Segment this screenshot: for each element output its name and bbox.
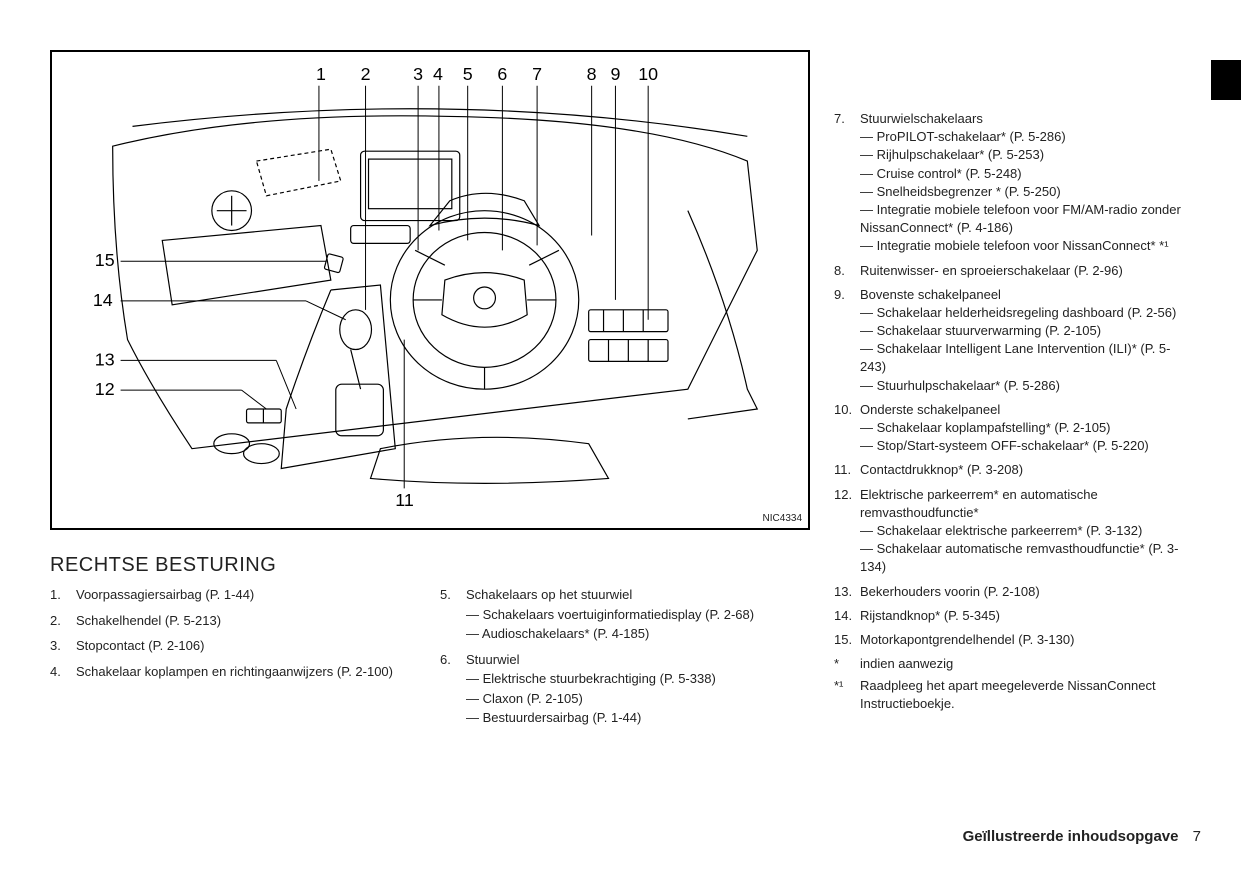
callout-4: 4	[433, 64, 443, 84]
item-num: 6.	[440, 650, 466, 728]
callout-9: 9	[610, 64, 620, 84]
item-sub: — Schakelaar elektrische parkeerrem* (P.…	[860, 522, 1194, 540]
item-sub: — Claxon (P. 2-105)	[466, 689, 810, 709]
item-sub: — Stop/Start-systeem OFF-schakelaar* (P.…	[860, 437, 1194, 455]
item-text: Voorpassagiersairbag (P. 1-44)	[76, 585, 420, 605]
item-num: 3.	[50, 636, 76, 656]
item-num: 15.	[834, 631, 860, 649]
item-num: 7.	[834, 110, 860, 256]
item-num: 12.	[834, 486, 860, 577]
footer-title: Geïllustreerde inhoudsopgave	[963, 828, 1179, 845]
item-sub: — Snelheidsbegrenzer * (P. 5-250)	[860, 183, 1194, 201]
item-num: 4.	[50, 662, 76, 682]
item-text: Stopcontact (P. 2-106)	[76, 636, 420, 656]
item-text: Bekerhouders voorin (P. 2-108)	[860, 583, 1194, 601]
item-text: Schakelaars op het stuurwiel	[466, 587, 632, 602]
item-sub: — Schakelaar stuurverwarming (P. 2-105)	[860, 322, 1194, 340]
item-body: Onderste schakelpaneel — Schakelaar kopl…	[860, 401, 1194, 456]
item-text: Stuurwiel	[466, 652, 519, 667]
item-sub: — Audioschakelaars* (P. 4-185)	[466, 624, 810, 644]
item-text: Elektrische parkeerrem* en automatische …	[860, 487, 1098, 520]
item-num: 2.	[50, 611, 76, 631]
lower-columns: 1.Voorpassagiersairbag (P. 1-44) 2.Schak…	[50, 585, 810, 734]
diagram-svg: 1 2 3 4 5 6 7 8 9 10	[52, 52, 808, 528]
item-text: Rijstandknop* (P. 5-345)	[860, 607, 1194, 625]
item-sub: — ProPILOT-schakelaar* (P. 5-286)	[860, 128, 1194, 146]
item-text: Contactdrukknop* (P. 3-208)	[860, 461, 1194, 479]
page-tab	[1211, 60, 1241, 100]
item-body: Stuurwielschakelaars — ProPILOT-schakela…	[860, 110, 1194, 256]
item-text: Onderste schakelpaneel	[860, 402, 1000, 417]
callout-3: 3	[413, 64, 423, 84]
item-num: 8.	[834, 262, 860, 280]
col1: 1.Voorpassagiersairbag (P. 1-44) 2.Schak…	[50, 585, 420, 734]
col2: 5. Schakelaars op het stuurwiel — Schake…	[440, 585, 810, 734]
item-sub: — Cruise control* (P. 5-248)	[860, 165, 1194, 183]
item-text: Schakelaar koplampen en richtingaanwijze…	[76, 662, 420, 682]
item-text: Ruitenwisser- en sproeierschakelaar (P. …	[860, 262, 1194, 280]
footnote: * indien aanwezig	[834, 655, 1194, 673]
item-text: Stuurwielschakelaars	[860, 111, 983, 126]
diagram-code: NIC4334	[763, 513, 802, 524]
item-num: 9.	[834, 286, 860, 395]
item-sub: — Schakelaars voertuiginformatiedisplay …	[466, 605, 810, 625]
item-num: 13.	[834, 583, 860, 601]
section-title: RECHTSE BESTURING	[50, 554, 810, 577]
callout-6: 6	[497, 64, 507, 84]
callout-8: 8	[587, 64, 597, 84]
callout-13: 13	[95, 349, 115, 369]
item-sub: — Bestuurdersairbag (P. 1-44)	[466, 708, 810, 728]
item-sub: — Schakelaar koplampafstelling* (P. 2-10…	[860, 419, 1194, 437]
callout-11: 11	[395, 490, 414, 510]
item-text: Motorkapontgrendelhendel (P. 3-130)	[860, 631, 1194, 649]
item-num: 1.	[50, 585, 76, 605]
item-sub: — Rijhulpschakelaar* (P. 5-253)	[860, 146, 1194, 164]
item-body: Stuurwiel — Elektrische stuurbekrachtigi…	[466, 650, 810, 728]
item-num: 10.	[834, 401, 860, 456]
item-sub: — Elektrische stuurbekrachtiging (P. 5-3…	[466, 669, 810, 689]
dashboard-art	[113, 109, 758, 484]
dashboard-diagram: 1 2 3 4 5 6 7 8 9 10	[50, 50, 810, 530]
item-body: Bovenste schakelpaneel — Schakelaar held…	[860, 286, 1194, 395]
footnote: *¹ Raadpleeg het apart meegeleverde Niss…	[834, 677, 1194, 713]
item-body: Elektrische parkeerrem* en automatische …	[860, 486, 1194, 577]
item-num: 5.	[440, 585, 466, 644]
callout-12: 12	[95, 379, 115, 399]
callout-2: 2	[361, 64, 371, 84]
callout-10: 10	[638, 64, 658, 84]
callout-5: 5	[463, 64, 473, 84]
right-column: 7. Stuurwielschakelaars — ProPILOT-schak…	[834, 50, 1194, 734]
callout-1: 1	[316, 64, 326, 84]
item-text: Bovenste schakelpaneel	[860, 287, 1001, 302]
item-sub: — Schakelaar Intelligent Lane Interventi…	[860, 340, 1194, 376]
item-sub: — Integratie mobiele telefoon voor Nissa…	[860, 237, 1194, 255]
callout-15: 15	[95, 250, 115, 270]
left-column: 1 2 3 4 5 6 7 8 9 10	[50, 50, 810, 734]
item-text: Schakelhendel (P. 5-213)	[76, 611, 420, 631]
item-body: Schakelaars op het stuurwiel — Schakelaa…	[466, 585, 810, 644]
item-sub: — Schakelaar automatische remvasthoudfun…	[860, 540, 1194, 576]
footnote-text: Raadpleeg het apart meegeleverde NissanC…	[860, 677, 1194, 713]
footnote-key: *¹	[834, 677, 860, 713]
item-sub: — Stuurhulpschakelaar* (P. 5-286)	[860, 377, 1194, 395]
callout-7: 7	[532, 64, 542, 84]
item-sub: — Schakelaar helderheidsregeling dashboa…	[860, 304, 1194, 322]
callout-14: 14	[93, 290, 113, 310]
page-number: 7	[1193, 828, 1201, 845]
item-num: 11.	[834, 461, 860, 479]
footnote-key: *	[834, 655, 860, 673]
item-num: 14.	[834, 607, 860, 625]
footnote-text: indien aanwezig	[860, 655, 953, 673]
page-content: 1 2 3 4 5 6 7 8 9 10	[0, 0, 1241, 734]
item-sub: — Integratie mobiele telefoon voor FM/AM…	[860, 201, 1194, 237]
page-footer: Geïllustreerde inhoudsopgave 7	[963, 828, 1201, 845]
